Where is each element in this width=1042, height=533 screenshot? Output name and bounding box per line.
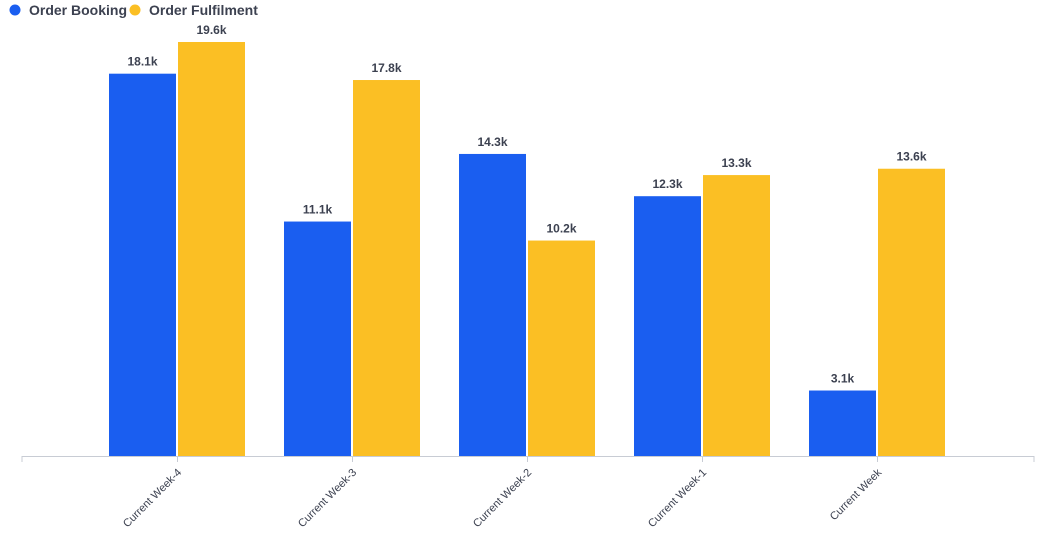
data-label-order-booking-4: 12.3k: [652, 177, 682, 191]
bar-order-fulfilment-2[interactable]: [353, 80, 420, 456]
bar-order-booking-3[interactable]: [459, 153, 526, 456]
data-label-order-fulfilment-2: 17.8k: [371, 61, 401, 75]
data-label-order-booking-2: 11.1k: [303, 203, 333, 217]
legend: Order Booking Order Fulfilment: [9, 2, 258, 18]
legend-marker-1: [9, 4, 21, 16]
x-tick-label-5: Current Week: [828, 466, 885, 523]
data-label-order-booking-5: 3.1k: [831, 372, 855, 386]
data-label-order-fulfilment-4: 13.3k: [721, 156, 751, 170]
x-tick-label-1: Current Week-4: [121, 467, 184, 530]
x-tick-label-2: Current Week-3: [296, 467, 359, 530]
data-label-order-booking-3: 14.3k: [477, 135, 507, 149]
bar-order-fulfilment-3[interactable]: [528, 240, 595, 456]
data-label-order-fulfilment-5: 13.6k: [896, 150, 926, 164]
bar-order-booking-2[interactable]: [284, 221, 351, 456]
x-axis: Current Week-4 Current Week-3 Current Week…: [21, 456, 1035, 530]
data-label-order-fulfilment-3: 10.2k: [546, 222, 576, 236]
data-label-order-booking-1: 18.1k: [127, 55, 157, 69]
bar-order-fulfilment-1[interactable]: [178, 42, 245, 456]
bar-order-booking-4[interactable]: [634, 196, 701, 456]
x-tick-label-4: Current Week-1: [646, 467, 709, 530]
bar-order-booking-1[interactable]: [109, 73, 176, 457]
value-labels: 18.1k 19.6k 11.1k 17.8k 14.3k 10.2k 12.3k 13.3k…: [127, 23, 926, 386]
legend-label-1: Order Booking: [29, 2, 127, 18]
legend-marker-2: [129, 4, 141, 16]
bar-order-fulfilment-5[interactable]: [878, 168, 945, 457]
data-label-order-fulfilment-1: 19.6k: [196, 23, 226, 37]
x-tick-label-3: Current Week-2: [471, 467, 534, 530]
bars: [109, 42, 945, 457]
bar-order-booking-5[interactable]: [809, 390, 876, 456]
legend-label-2: Order Fulfilment: [149, 2, 258, 18]
bar-order-fulfilment-4[interactable]: [703, 175, 770, 457]
